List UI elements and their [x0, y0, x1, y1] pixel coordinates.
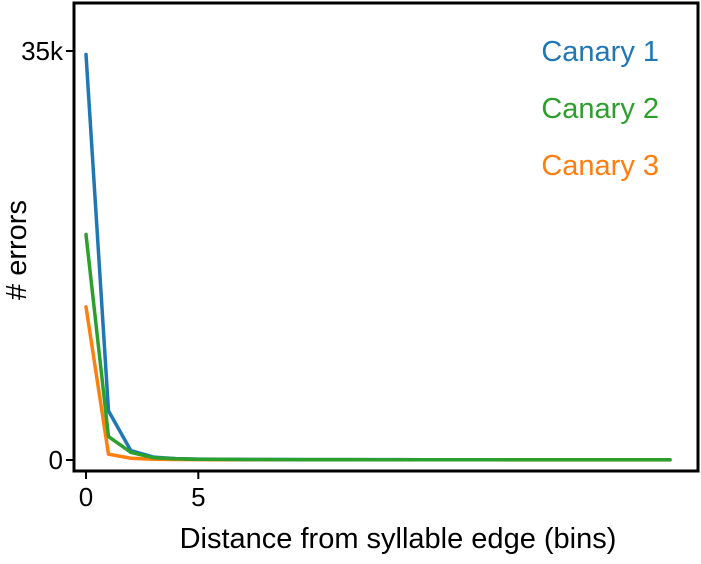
- x-tick-label: 0: [79, 482, 93, 512]
- y-axis-ticks: 0 35k: [21, 36, 74, 475]
- series-line-canary-2: [84, 232, 672, 462]
- y-axis-label: # errors: [1, 200, 33, 300]
- x-tick-label: 5: [191, 482, 205, 512]
- x-axis-label: Distance from syllable edge (bins): [180, 523, 617, 555]
- y-tick-label: 35k: [21, 36, 64, 66]
- series-line-canary-3: [84, 305, 672, 462]
- legend-entry: Canary 3: [541, 150, 659, 182]
- series-lines: [84, 52, 672, 462]
- legend-entry: Canary 2: [541, 93, 659, 125]
- plot-frame: [72, 1, 700, 473]
- y-tick-label: 0: [49, 445, 63, 475]
- legend: Canary 1 Canary 2 Canary 3: [541, 36, 659, 182]
- legend-entry: Canary 1: [541, 36, 659, 68]
